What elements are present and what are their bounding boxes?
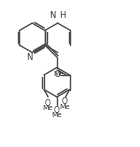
Text: Me: Me <box>53 71 64 77</box>
Text: H: H <box>59 11 65 20</box>
Text: N: N <box>26 53 32 62</box>
Text: O: O <box>54 106 60 115</box>
Text: Me: Me <box>43 105 53 111</box>
Text: O: O <box>44 99 50 108</box>
Text: Me: Me <box>60 104 70 110</box>
Text: O: O <box>55 70 60 79</box>
Text: N: N <box>49 11 55 20</box>
Text: Me: Me <box>52 112 62 118</box>
Text: O: O <box>62 97 68 106</box>
